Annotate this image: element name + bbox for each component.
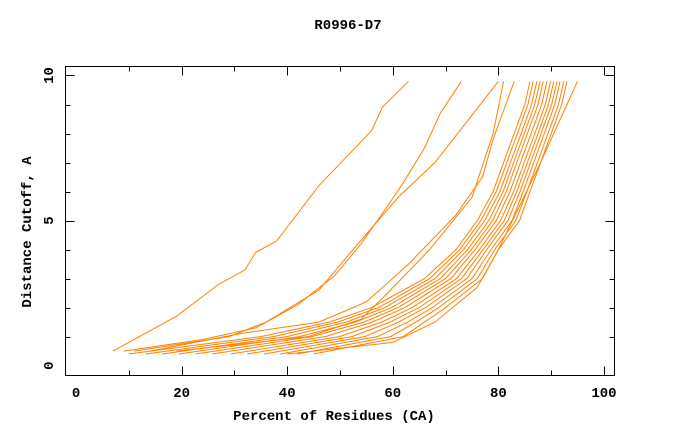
x-tick-label: 100 [591,386,616,402]
series-line-15 [280,81,561,355]
x-tick-label: 0 [72,386,80,402]
series-line-9 [178,81,541,355]
series-line-8 [162,81,538,355]
chart-title: R0996-D7 [314,18,381,34]
y-axis-label: Distance Cutoff, A [20,156,36,308]
y-tick-label: 5 [42,216,58,224]
series-line-3 [134,80,499,352]
x-axis-label: Percent of Residues (CA) [233,409,435,425]
x-tick-label: 80 [490,386,507,402]
plot-frame [65,66,615,376]
series-line-11 [212,81,548,355]
series-group [112,80,578,355]
series-line-10 [195,81,544,355]
axis-ticks [65,66,615,376]
series-line-12 [230,81,552,355]
series-line-1 [112,80,409,352]
series-line-5 [176,81,505,352]
series-line-6 [128,81,531,355]
series-line-13 [247,81,555,355]
series-line-14 [263,81,558,355]
x-tick-label: 40 [279,386,296,402]
x-tick-label: 60 [384,386,401,402]
y-tick-label: 10 [42,67,58,84]
series-line-16 [297,81,565,355]
series-line-17 [313,81,568,355]
y-tick-label: 0 [42,361,58,369]
x-tick-label: 20 [173,386,190,402]
series-line-2 [123,81,462,352]
series-line-4 [149,81,515,352]
series-line-18 [287,81,578,355]
tick-labels: 0 20 40 60 80 100 0 5 10 [42,67,617,402]
series-line-7 [145,81,534,355]
